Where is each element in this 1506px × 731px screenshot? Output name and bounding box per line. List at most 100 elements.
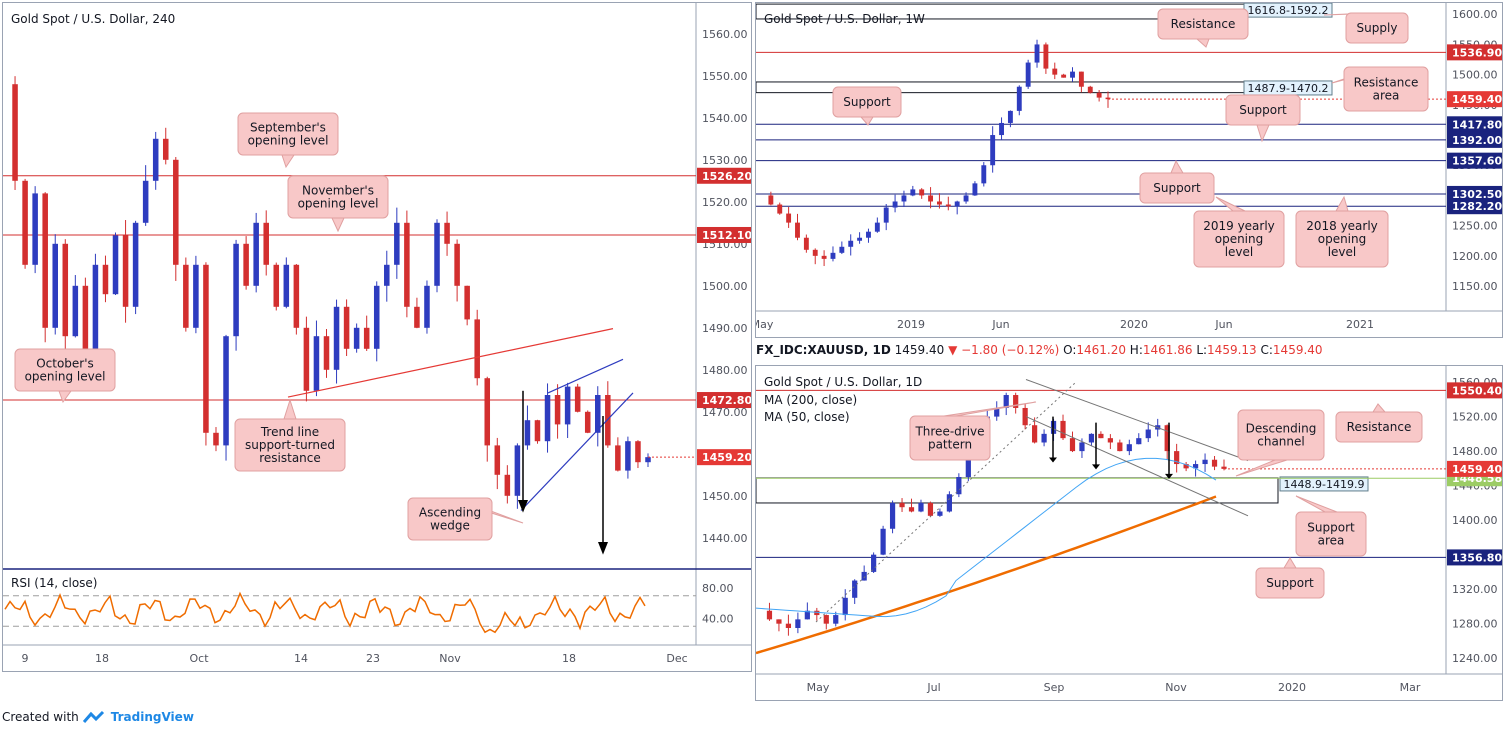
level-badge-label: 1536.90: [1452, 46, 1502, 59]
candle-body: [892, 201, 898, 208]
price-tick-label: 1500.00: [1452, 69, 1498, 82]
candle-body: [1025, 62, 1031, 87]
candle-body: [1043, 44, 1049, 69]
note-descending-channel-text: Descending channel: [1246, 422, 1317, 449]
candle-body: [1126, 444, 1132, 452]
note-2019-opening-box: [1193, 210, 1285, 268]
candle-body: [1192, 464, 1199, 469]
note-descending-channel-pointer: [1235, 459, 1288, 477]
time-tick-label: Sep: [1044, 681, 1065, 694]
level-badge-label: 1302.50: [1452, 188, 1502, 201]
candle-body: [625, 441, 631, 471]
last-price-badge: [697, 449, 751, 466]
candle-body: [994, 407, 1000, 417]
candle-body: [919, 189, 925, 196]
trend-line: [287, 328, 614, 398]
candle-body: [814, 610, 820, 616]
chart-title: Gold Spot / U.S. Dollar, 240: [11, 12, 175, 26]
candle-body: [899, 502, 905, 508]
candle-body: [1221, 466, 1227, 469]
h4-chart-panel[interactable]: Gold Spot / U.S. Dollar, 240 1560.00 1550.…: [2, 2, 752, 672]
candle-body: [323, 336, 330, 370]
candle-body: [918, 502, 924, 512]
candle-body: [484, 378, 491, 446]
candle-body: [183, 264, 189, 328]
candle-body: [1070, 71, 1075, 78]
candle-body: [112, 235, 119, 295]
candle-body: [901, 195, 907, 202]
h4-chart[interactable]: Gold Spot / U.S. Dollar, 240 1560.00 1550.…: [3, 3, 752, 671]
candle-body: [504, 474, 511, 496]
price-tick-label: 1560.00: [702, 28, 748, 41]
candle-body: [842, 597, 848, 616]
note-october-opening-box: [14, 348, 116, 392]
note-2019-opening-pointer: [1215, 196, 1246, 212]
candle-body: [852, 580, 858, 598]
candle-body: [303, 327, 310, 391]
candle-body: [333, 306, 340, 370]
ma-50-line: [755, 457, 1217, 618]
level-badge: [1447, 116, 1502, 133]
level-badge: [1447, 198, 1502, 215]
level-badge: [1447, 549, 1502, 566]
candle-body: [102, 264, 109, 295]
candle-body: [72, 285, 79, 337]
candle-body: [1034, 44, 1040, 63]
note-daily-resistance-box: [1335, 411, 1423, 443]
note-september-opening-box: [237, 112, 339, 156]
time-tick-label: May: [756, 318, 774, 331]
time-tick-label: Nov: [439, 652, 461, 665]
candle-body: [1145, 429, 1151, 439]
candle-body: [464, 285, 470, 320]
note-daily-support-text: Support: [1266, 576, 1314, 590]
candle-body: [990, 135, 996, 166]
tradingview-logo-icon: [82, 710, 104, 723]
arrow-head-right: [598, 542, 608, 555]
level-badge: [1447, 44, 1502, 61]
tradingview-brand[interactable]: TradingView: [110, 710, 194, 724]
candle-body: [823, 615, 829, 624]
time-tick-label: 2021: [1346, 318, 1374, 331]
rsi-tick-label: 80.00: [702, 582, 734, 595]
note-weekly-resistance-box: [1157, 8, 1249, 40]
daily-chart[interactable]: Gold Spot / U.S. Dollar, 1D1560.001520.0…: [755, 366, 1502, 700]
candle-body: [1069, 438, 1076, 452]
ma-200-line: [755, 495, 1217, 655]
candle-body: [1183, 464, 1189, 469]
daily-low: 1459.13: [1207, 343, 1257, 357]
candle-body: [384, 264, 390, 286]
zone-rect: [755, 477, 1279, 504]
time-tick-label: Mar: [1400, 681, 1421, 694]
candle-body: [965, 451, 971, 477]
candle-body: [132, 222, 139, 307]
candle-body: [42, 193, 48, 328]
candle-body: [32, 193, 38, 265]
note-trend-line-box: [234, 418, 346, 472]
candle-body: [213, 432, 219, 446]
note-september-opening-pointer: [281, 154, 295, 169]
candle-body: [1013, 395, 1019, 408]
candle-body: [812, 249, 818, 256]
weekly-chart-panel[interactable]: Gold Spot / U.S. Dollar, 1W1600.001550.0…: [751, 2, 1503, 338]
rsi-title: RSI (14, close): [11, 576, 97, 590]
time-tick-label: Jul: [926, 681, 940, 694]
note-daily-resistance-pointer: [1372, 403, 1387, 413]
level-badge-label: 1526.20: [702, 170, 751, 183]
note-weekly-resistance-text: Resistance: [1171, 17, 1236, 31]
weekly-chart[interactable]: Gold Spot / U.S. Dollar, 1W1600.001550.0…: [751, 2, 1502, 337]
candle-body: [1174, 451, 1180, 465]
price-tick-label: 1150.00: [1452, 280, 1498, 293]
candle-body: [313, 336, 320, 391]
candle-body: [785, 623, 792, 628]
daily-chart-panel[interactable]: Gold Spot / U.S. Dollar, 1D1560.001520.0…: [755, 365, 1503, 701]
level-badge: [697, 226, 751, 243]
candle-body: [1078, 71, 1084, 87]
level-badge-label: 1356.80: [1452, 551, 1502, 564]
price-tick-label: 1400.00: [1452, 514, 1498, 527]
candle-body: [595, 395, 601, 433]
note-2018-opening-text: 2018 yearly opening level: [1306, 219, 1378, 259]
candle-body: [424, 285, 430, 328]
note-weekly-resistance-area-box: [1343, 66, 1429, 112]
candle-body: [908, 507, 915, 512]
candle-body: [454, 243, 460, 286]
